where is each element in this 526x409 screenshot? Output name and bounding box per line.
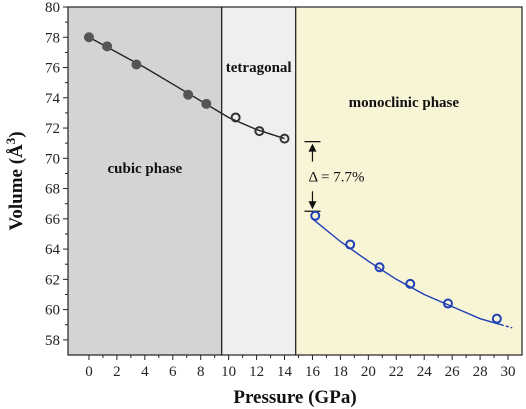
monoclinic-point-4	[442, 298, 453, 309]
fit-curve-2	[500, 324, 513, 329]
cubic-point-2	[131, 59, 142, 70]
cubic-point-1	[102, 41, 113, 52]
x-tick-label-12: 12	[249, 364, 264, 380]
y-tick-label-78: 78	[45, 30, 60, 46]
region-label-0: cubic phase	[108, 161, 183, 177]
axis-ticks: 0 2 4 6 8 10 12 14 16 18 20 22 24 26 28 305860626466687…	[45, 0, 516, 380]
cubic-point-3	[183, 89, 194, 100]
y-axis-title-superscript: 3	[3, 137, 18, 144]
delta-label: Δ = 7.7%	[308, 169, 364, 185]
monoclinic-point-0	[310, 210, 321, 221]
tetragonal-point-0	[230, 112, 241, 123]
y-axis-title-main: Volume (Å	[6, 144, 27, 231]
x-tick-label-20: 20	[361, 364, 376, 380]
x-tick-label-10: 10	[221, 364, 236, 380]
delta-annotation: Δ = 7.7%	[304, 141, 364, 212]
monoclinic-point-3	[405, 278, 416, 289]
y-tick-label-80: 80	[45, 0, 60, 16]
x-tick-label-22: 22	[389, 364, 404, 380]
y-tick-label-58: 58	[45, 333, 60, 349]
x-tick-label-30: 30	[501, 364, 516, 380]
phase-region-2	[295, 7, 522, 355]
x-tick-label-8: 8	[197, 364, 205, 380]
y-tick-label-62: 62	[45, 272, 60, 288]
x-axis-title: Pressure (GPa)	[233, 387, 356, 408]
y-tick-label-68: 68	[45, 182, 60, 198]
plot-frame	[67, 6, 523, 356]
y-tick-label-64: 64	[45, 242, 61, 258]
phase-regions	[68, 7, 522, 355]
x-tick-label-26: 26	[445, 364, 461, 380]
x-tick-label-16: 16	[305, 364, 321, 380]
x-tick-label-0: 0	[85, 364, 93, 380]
x-tick-label-4: 4	[141, 364, 149, 380]
x-tick-label-14: 14	[277, 364, 293, 380]
y-tick-label-76: 76	[45, 61, 61, 77]
tetragonal-point-2	[279, 133, 290, 144]
y-tick-label-70: 70	[45, 151, 60, 167]
phase-region-0	[68, 7, 222, 355]
x-tick-label-18: 18	[333, 364, 348, 380]
y-tick-label-72: 72	[45, 121, 60, 137]
y-axis-title: Volume (Å3)	[3, 131, 28, 230]
monoclinic-point-5	[491, 313, 502, 324]
region-labels: cubic phase tetragonal monoclinic phase	[108, 60, 460, 177]
y-tick-label-74: 74	[45, 91, 61, 107]
x-tick-label-28: 28	[473, 364, 488, 380]
delta-arrow-down-head	[308, 201, 317, 210]
region-label-1: tetragonal	[226, 60, 292, 76]
tetragonal-point-1	[254, 126, 265, 137]
y-tick-label-66: 66	[45, 212, 61, 228]
delta-arrow-up-head	[308, 143, 317, 152]
x-tick-label-6: 6	[169, 364, 177, 380]
data-points	[83, 32, 502, 324]
cubic-point-4	[201, 98, 212, 109]
cubic-point-0	[83, 32, 94, 43]
y-axis-title-close: )	[6, 131, 27, 137]
monoclinic-point-2	[374, 262, 385, 273]
phase-region-1	[221, 7, 296, 355]
y-tick-label-60: 60	[45, 303, 60, 319]
monoclinic-point-1	[345, 239, 356, 250]
x-tick-label-2: 2	[113, 364, 121, 380]
x-tick-label-24: 24	[417, 364, 433, 380]
region-label-2: monoclinic phase	[349, 95, 460, 111]
